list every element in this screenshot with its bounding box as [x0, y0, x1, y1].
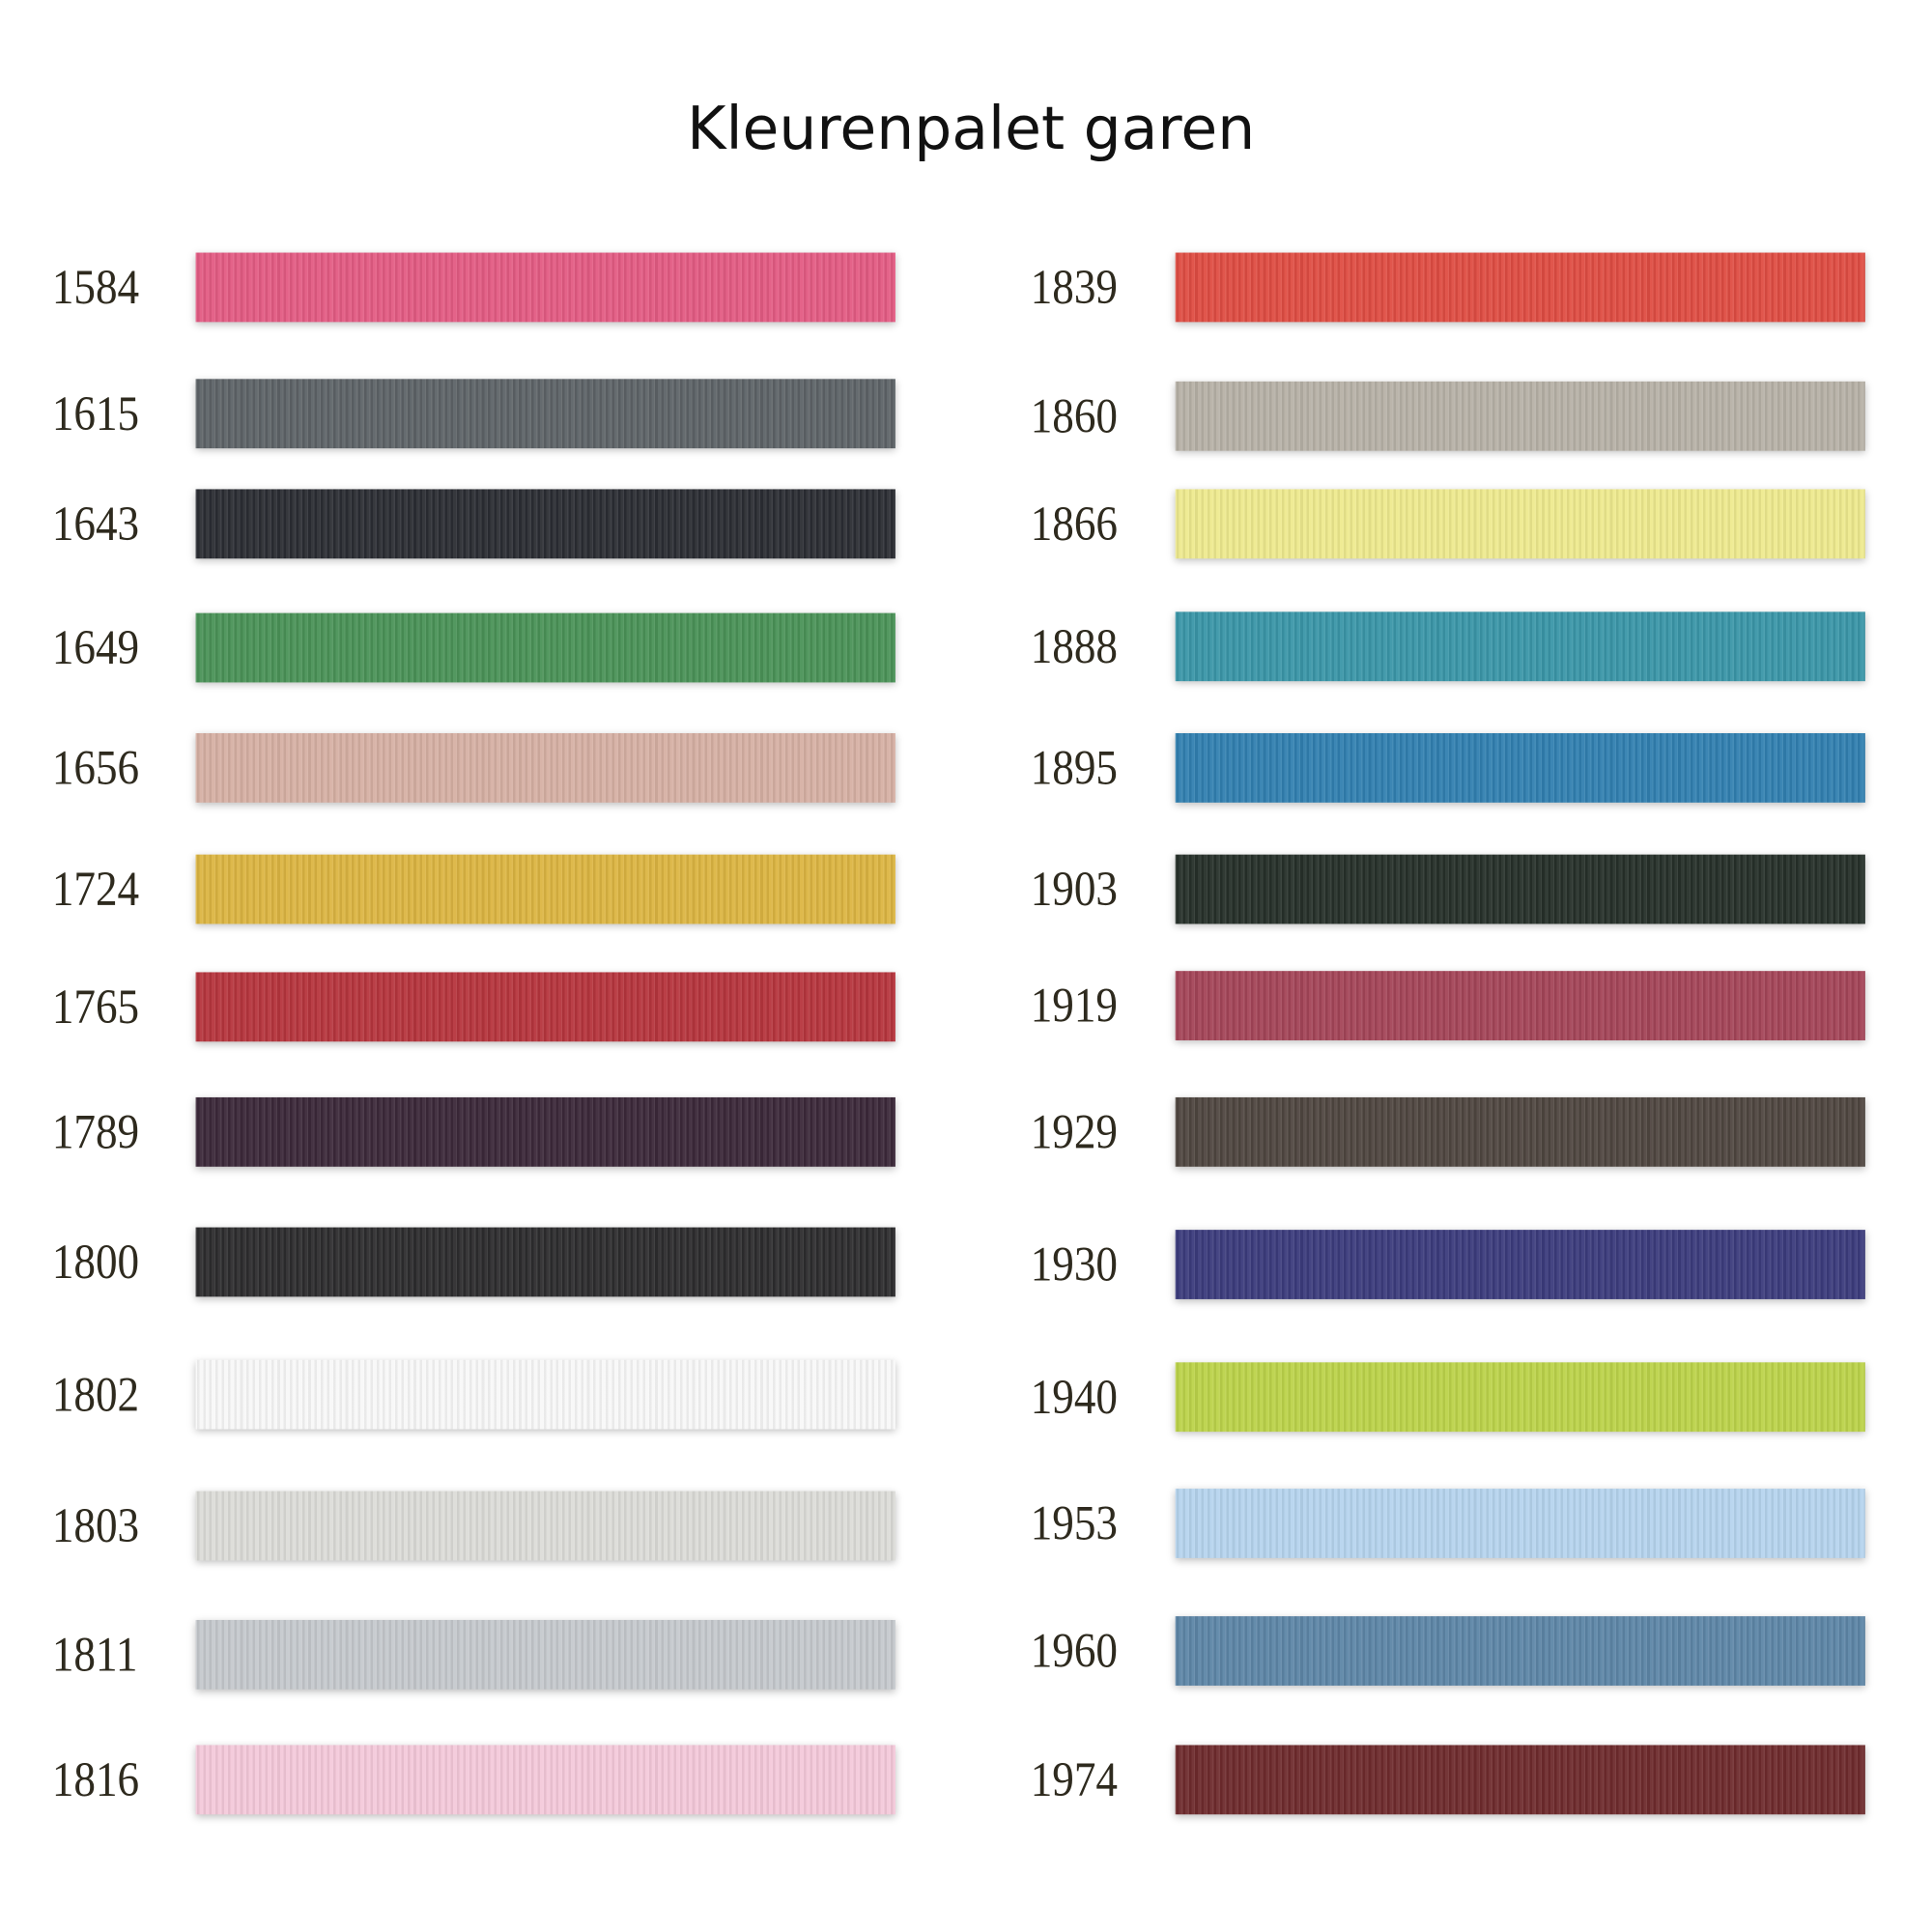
color-code: 1803 — [51, 1497, 140, 1553]
color-code: 1802 — [51, 1366, 140, 1422]
color-code: 1919 — [1030, 977, 1118, 1034]
color-swatch — [195, 1096, 895, 1167]
color-code: 1895 — [1030, 739, 1118, 796]
color-code: 1929 — [1030, 1103, 1118, 1160]
color-code: 1789 — [51, 1103, 140, 1160]
color-code: 1584 — [51, 258, 140, 315]
color-swatch — [1175, 971, 1865, 1040]
page-title: Kleurenpalet garen — [687, 94, 1256, 164]
color-swatch — [195, 733, 895, 803]
color-swatch — [1175, 1745, 1865, 1815]
color-code: 1888 — [1030, 617, 1118, 674]
color-code: 1615 — [51, 384, 140, 441]
color-code: 1930 — [1030, 1236, 1118, 1293]
color-code: 1816 — [51, 1750, 140, 1807]
color-swatch — [195, 854, 895, 924]
color-code: 1643 — [51, 495, 140, 552]
color-swatch — [1175, 854, 1865, 924]
color-code: 1839 — [1030, 258, 1118, 315]
color-code: 1765 — [51, 978, 140, 1035]
color-swatch — [1175, 381, 1865, 451]
color-swatch — [1175, 733, 1865, 803]
color-swatch — [195, 379, 895, 449]
color-code: 1860 — [1030, 387, 1118, 443]
color-code: 1800 — [51, 1233, 140, 1290]
color-code: 1974 — [1030, 1750, 1118, 1807]
color-swatch — [195, 489, 895, 559]
color-code: 1953 — [1030, 1494, 1118, 1551]
color-swatch — [1175, 1616, 1865, 1686]
color-code: 1656 — [51, 739, 140, 796]
color-swatch — [195, 1491, 895, 1561]
color-code: 1940 — [1030, 1368, 1118, 1425]
color-swatch — [1175, 1489, 1865, 1558]
color-swatch — [195, 1619, 895, 1690]
color-code: 1960 — [1030, 1622, 1118, 1679]
color-code: 1903 — [1030, 861, 1118, 917]
color-swatch — [1175, 1230, 1865, 1299]
color-code: 1811 — [51, 1626, 138, 1683]
color-swatch — [1175, 1362, 1865, 1433]
color-swatch — [195, 972, 895, 1042]
color-swatch — [195, 1745, 895, 1815]
color-swatch — [1175, 1096, 1865, 1167]
color-swatch — [195, 1227, 895, 1297]
color-swatch — [1175, 252, 1865, 323]
color-swatch — [1175, 611, 1865, 682]
color-code: 1866 — [1030, 495, 1118, 552]
color-code: 1649 — [51, 619, 140, 675]
color-swatch — [195, 1359, 895, 1430]
color-swatch — [1175, 489, 1865, 559]
color-code: 1724 — [51, 861, 140, 917]
color-swatch — [195, 252, 895, 323]
color-swatch — [195, 612, 895, 683]
